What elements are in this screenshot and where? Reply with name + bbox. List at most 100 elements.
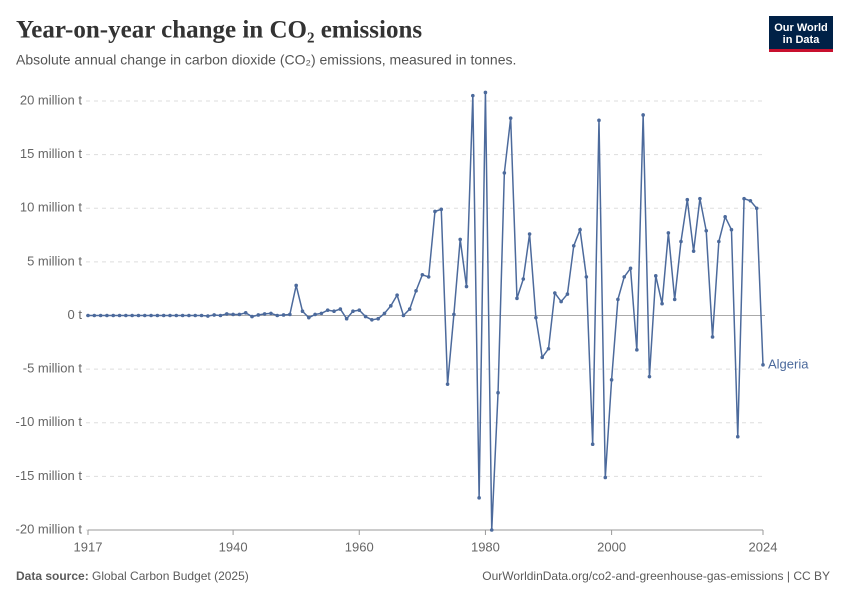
data-point <box>193 313 198 318</box>
data-point <box>262 312 267 316</box>
data-point <box>256 313 261 317</box>
data-point <box>729 227 734 232</box>
data-point <box>168 313 172 318</box>
data-point <box>376 316 380 321</box>
data-point <box>136 313 141 318</box>
data-point <box>401 313 406 318</box>
data-point <box>748 198 753 203</box>
logo-bar <box>769 49 833 52</box>
data-point <box>710 335 715 339</box>
logo-text: in Data <box>783 34 821 46</box>
data-point <box>754 206 759 211</box>
y-tick-label: -15 million t <box>16 468 83 483</box>
y-tick-label: -20 million t <box>16 521 83 536</box>
data-point <box>218 313 223 318</box>
data-point <box>565 292 570 296</box>
data-point <box>489 528 494 532</box>
data-point <box>420 272 425 277</box>
data-point <box>761 363 765 367</box>
data-point <box>445 382 450 386</box>
data-point <box>98 313 103 318</box>
data-point <box>414 289 418 293</box>
data-point <box>224 312 229 316</box>
data-point <box>269 311 273 316</box>
data-point <box>553 291 557 295</box>
data-point <box>609 378 614 382</box>
data-point <box>502 171 507 175</box>
logo-text: Our World <box>774 22 828 34</box>
data-point <box>698 196 702 201</box>
data-point <box>723 215 727 219</box>
data-point <box>559 299 563 304</box>
data-point <box>717 239 721 244</box>
data-point <box>92 313 97 318</box>
data-point <box>395 293 399 297</box>
y-tick-label: -10 million t <box>16 414 83 429</box>
data-point <box>174 313 179 318</box>
y-tick-label: 20 million t <box>20 92 83 107</box>
data-point <box>149 313 153 318</box>
data-point <box>407 307 412 311</box>
source[interactable]: Global Carbon Budget (2025) <box>92 569 249 583</box>
data-point <box>243 311 248 315</box>
data-point <box>206 314 210 318</box>
series-label: Algeria <box>768 356 809 371</box>
data-point <box>124 313 128 318</box>
data-point <box>590 442 595 447</box>
data-point <box>325 308 330 312</box>
data-point <box>294 283 298 288</box>
data-point <box>319 311 324 316</box>
data-point <box>641 113 645 117</box>
data-point <box>212 313 216 317</box>
data-point <box>300 309 305 314</box>
data-point <box>187 313 191 318</box>
x-tick-label: 2024 <box>749 539 778 554</box>
data-point <box>389 304 393 308</box>
x-tick-label: 1960 <box>345 539 374 554</box>
chart-title: Year-on-year change in CO₂ emissions <box>16 17 422 44</box>
data-point <box>363 314 368 319</box>
data-point <box>288 312 292 317</box>
data-point <box>597 118 601 123</box>
data-point <box>464 284 469 289</box>
data-point <box>704 228 709 233</box>
logo-box[interactable] <box>769 16 833 52</box>
data-point <box>540 355 545 360</box>
data-point <box>666 231 671 235</box>
data-point <box>477 496 481 500</box>
data-point <box>306 315 311 320</box>
data-point <box>105 313 109 318</box>
data-point <box>237 312 242 317</box>
data-point <box>660 301 664 306</box>
data-point <box>603 475 608 480</box>
data-point <box>111 313 116 318</box>
data-point <box>338 307 343 311</box>
x-tick-label: 1980 <box>471 539 500 554</box>
data-point <box>275 313 280 318</box>
data-point <box>691 249 696 253</box>
data-point <box>571 244 576 248</box>
data-point <box>496 390 500 395</box>
data-point <box>433 209 437 214</box>
data-point <box>635 348 639 352</box>
x-tick-label: 1917 <box>74 539 103 554</box>
data-point <box>742 196 746 201</box>
data-point <box>508 116 513 120</box>
data-point <box>180 313 185 318</box>
y-tick-label: -5 million t <box>23 361 83 376</box>
data-point <box>332 309 336 314</box>
data-point <box>439 207 444 212</box>
data-point <box>161 313 166 318</box>
data-point <box>578 227 582 232</box>
data-point <box>534 315 538 320</box>
data-point <box>155 313 160 318</box>
data-point <box>584 275 589 279</box>
data-point <box>471 93 475 98</box>
x-tick-label: 1940 <box>219 539 248 554</box>
y-tick-label: 0 t <box>68 307 83 322</box>
footer-link[interactable]: OurWorldinData.org/co2-and-greenhouse-ga… <box>482 569 830 583</box>
data-point <box>458 237 462 242</box>
data-point <box>685 197 690 202</box>
